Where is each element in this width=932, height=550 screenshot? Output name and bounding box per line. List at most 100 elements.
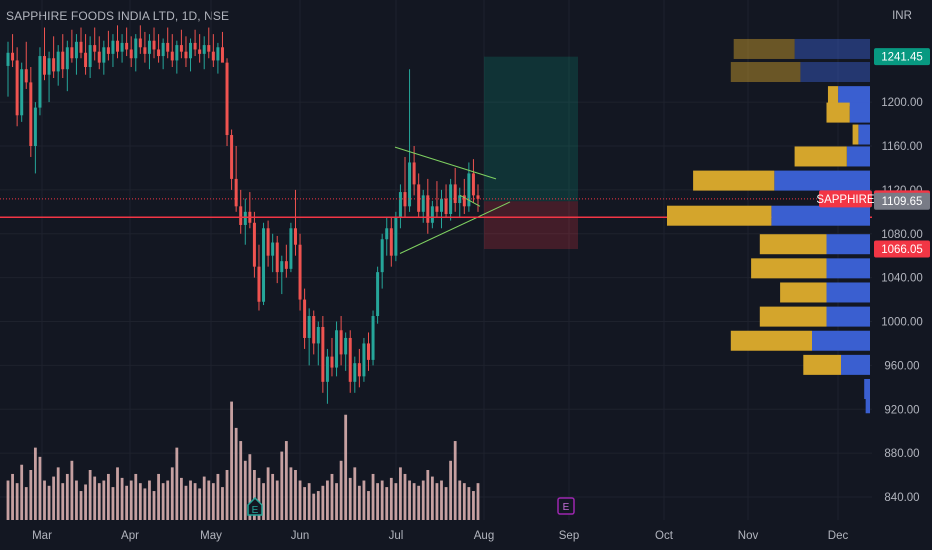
candle-body	[421, 195, 425, 212]
volume-bar	[421, 480, 425, 520]
candle-body	[61, 51, 65, 70]
volume-bar	[339, 460, 343, 520]
candle-body	[184, 51, 188, 59]
volume-bar	[202, 476, 206, 520]
profile-down-volume	[826, 258, 870, 279]
volume-bar	[29, 470, 33, 520]
volume-bar	[175, 447, 179, 520]
candle-body	[335, 330, 339, 368]
candle-body	[111, 40, 115, 54]
volume-bar	[93, 476, 97, 520]
volume-bar	[88, 470, 92, 520]
price-tick-label: 1160.00	[882, 141, 923, 153]
candle-body	[84, 52, 88, 68]
candle-body	[74, 41, 78, 59]
candle-body	[161, 42, 165, 57]
price-tick-label: 960.00	[884, 360, 919, 372]
price-tick-label: 1040.00	[881, 273, 923, 285]
volume-bar	[161, 483, 165, 520]
candle-body	[284, 261, 288, 269]
volume-bar	[307, 483, 311, 520]
candle-body	[243, 211, 247, 225]
volume-bar	[280, 451, 284, 520]
volume-bar	[444, 487, 448, 520]
volume-bar	[138, 483, 142, 520]
volume-bar	[476, 483, 480, 520]
volume-bar	[403, 473, 407, 520]
volume-bar	[344, 414, 348, 520]
volume-profile-row	[693, 170, 870, 191]
time-tick-label: Apr	[121, 530, 139, 542]
volume-bar	[106, 473, 110, 520]
candle-body	[147, 40, 151, 54]
price-tick-label: 880.00	[884, 448, 919, 460]
volume-bar	[56, 467, 60, 520]
volume-profile-row	[667, 205, 870, 226]
candle-body	[15, 60, 19, 116]
profile-down-volume	[826, 234, 870, 255]
volume-bars	[6, 401, 480, 520]
volume-bar	[367, 491, 370, 520]
candle-body	[430, 206, 434, 223]
candle-body	[97, 51, 101, 63]
candle-body	[175, 45, 179, 61]
volume-bar	[440, 480, 443, 520]
candle-body	[6, 52, 10, 66]
candle-body	[444, 198, 448, 215]
pattern-upper-trendline	[394, 146, 497, 180]
candle-body	[216, 47, 220, 61]
volume-bar	[33, 447, 37, 520]
candle-body	[321, 326, 325, 382]
volume-bar	[399, 467, 402, 520]
volume-profile-row	[865, 393, 870, 414]
candle-body	[453, 184, 457, 204]
profile-down-volume	[846, 146, 870, 167]
volume-bar	[458, 480, 462, 520]
profile-up-volume	[780, 282, 827, 303]
volume-bar	[75, 480, 78, 520]
volume-profile-row	[759, 306, 870, 327]
volume-bar	[248, 454, 252, 520]
candle-body	[325, 356, 329, 382]
volume-bar	[467, 487, 471, 520]
volume-bar	[316, 491, 320, 520]
profile-up-volume	[826, 102, 850, 123]
volume-bar	[284, 441, 288, 520]
profile-up-volume	[733, 38, 795, 59]
candle-body	[56, 51, 60, 72]
profile-up-volume	[730, 330, 812, 351]
volume-bar	[298, 480, 302, 520]
volume-profile-row	[733, 38, 870, 59]
candle-body	[239, 206, 243, 225]
candle-body	[102, 47, 106, 63]
candle-body	[79, 41, 83, 53]
price-tick-label: 1080.00	[881, 229, 923, 241]
volume-bar	[243, 460, 247, 520]
volume-bar	[125, 485, 129, 520]
candle-body	[138, 38, 142, 48]
volume-bar	[129, 480, 133, 520]
price-tag-value: 1109.65	[882, 196, 923, 208]
volume-bar	[262, 483, 265, 520]
volume-bar	[170, 467, 174, 520]
volume-bar	[221, 487, 224, 520]
volume-bar	[472, 491, 475, 520]
volume-bar	[239, 441, 243, 520]
candle-body	[52, 58, 56, 72]
candle-body	[289, 228, 293, 269]
price-tick-label: 920.00	[884, 404, 919, 416]
candle-body	[106, 47, 110, 54]
volume-profile-row	[794, 146, 870, 167]
candle-body	[70, 47, 74, 59]
candle-body	[412, 162, 416, 185]
candle-body	[225, 62, 229, 136]
candle-body	[20, 69, 24, 116]
volume-bar	[253, 470, 256, 520]
time-tick-label: Nov	[738, 530, 759, 542]
volume-bar	[166, 480, 170, 520]
volume-bar	[289, 467, 293, 520]
candle-body	[380, 239, 384, 273]
candle-body	[198, 49, 202, 54]
candle-body	[207, 45, 211, 52]
